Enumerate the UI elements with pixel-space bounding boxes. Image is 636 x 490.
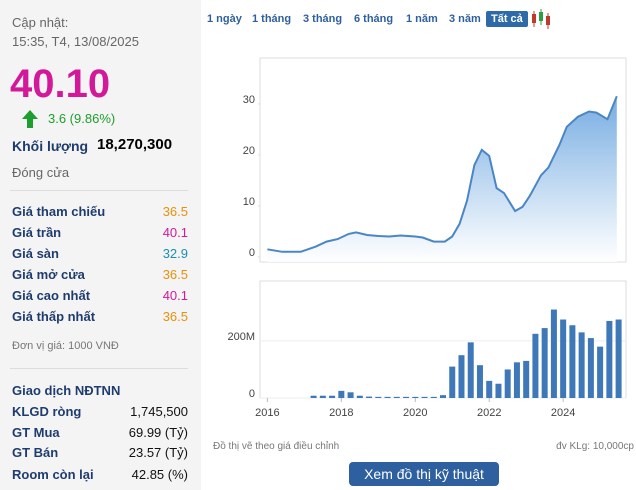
price-value: 36.5 <box>162 204 188 219</box>
foreign-value: 69.99 (Tỷ) <box>128 425 188 440</box>
candle-icon[interactable] <box>530 8 552 30</box>
technical-chart-button[interactable]: Xem đồ thị kỹ thuật <box>349 462 499 486</box>
bar <box>384 396 391 398</box>
info-panel: Cập nhật: 15:35, T4, 13/08/2025 40.10 3.… <box>0 0 201 490</box>
x-tick-label: 2024 <box>551 407 575 419</box>
range-button[interactable]: Tất cả <box>486 11 528 27</box>
updated-label: Cập nhật: <box>12 15 69 30</box>
y-tick-label: 20 <box>243 145 255 157</box>
bar <box>560 319 567 398</box>
range-button[interactable]: 1 tháng <box>252 13 292 25</box>
volume: 18,270,300 <box>97 136 173 153</box>
separator <box>10 190 188 191</box>
price-value: 36.5 <box>162 267 188 282</box>
bar <box>440 395 446 398</box>
bar <box>403 396 410 398</box>
range-button[interactable]: 1 ngày <box>207 13 242 25</box>
bar <box>421 396 428 398</box>
range-button[interactable]: 1 năm <box>406 13 438 25</box>
footer-note: Đồ thị vẽ theo giá điều chỉnh <box>213 441 340 452</box>
bar <box>486 380 493 398</box>
bar <box>550 309 557 398</box>
updated-time: 15:35, T4, 13/08/2025 <box>12 34 139 49</box>
bar <box>569 325 576 398</box>
price-label: Giá trần <box>12 225 62 240</box>
price-value: 36.5 <box>162 309 188 324</box>
y-tick-label: 200M <box>227 331 255 343</box>
price-label: Giá cao nhất <box>12 288 91 303</box>
price-value: 32.9 <box>162 246 188 261</box>
bar <box>606 320 613 398</box>
y-tick-label: 30 <box>243 94 255 106</box>
bar <box>319 395 326 398</box>
bar <box>393 396 400 398</box>
bar <box>375 396 382 398</box>
x-tick-label: 2022 <box>477 407 501 419</box>
foreign-value: 23.57 (Tỷ) <box>128 445 188 460</box>
bar <box>476 365 483 398</box>
bar <box>504 369 511 398</box>
bar <box>467 342 474 398</box>
price-label: Giá thấp nhất <box>12 309 96 324</box>
line <box>267 95 618 253</box>
bar <box>310 395 317 398</box>
bar <box>541 328 548 398</box>
bar <box>523 360 530 398</box>
bar <box>338 390 345 398</box>
foreign-label: Room còn lại <box>12 467 94 482</box>
price-label: Giá mở cửa <box>12 267 85 282</box>
status: Đóng cửa <box>12 165 70 180</box>
bar <box>578 332 585 398</box>
bar <box>329 395 336 398</box>
area <box>267 96 617 262</box>
price-label: Giá sàn <box>12 246 59 261</box>
price-value: 40.1 <box>162 288 188 303</box>
bar <box>412 396 419 398</box>
price-value: 40.1 <box>162 225 188 240</box>
y-tick-label: 0 <box>249 388 255 400</box>
foreign-title: Giao dịch NĐTNN <box>12 383 121 398</box>
x-tick-label: 2018 <box>329 407 353 419</box>
separator <box>10 368 188 369</box>
foreign-value: 42.85 (%) <box>131 467 188 482</box>
bar <box>597 346 604 398</box>
x-tick-label: 2020 <box>403 407 427 419</box>
y-tick-label: 0 <box>249 247 255 259</box>
bar <box>347 392 354 398</box>
foreign-label: GT Bán <box>12 445 59 460</box>
volume-unit: đv KLg: 10,000cp <box>556 441 634 452</box>
bar <box>356 395 363 398</box>
bar <box>615 319 622 398</box>
bar <box>532 333 539 398</box>
foreign-label: KLGD ròng <box>12 404 82 419</box>
price: 40.10 <box>10 62 111 106</box>
charts: 0 10 20 30 0 200M 2016 2018 2020 2022 2024 <box>227 57 627 419</box>
bar <box>458 355 465 398</box>
bar <box>430 396 437 398</box>
unit-note: Đơn vị giá: 1000 VNĐ <box>12 340 119 352</box>
foreign-label: GT Mua <box>12 425 60 440</box>
y-tick-label: 10 <box>243 196 255 208</box>
bar <box>366 396 373 398</box>
bar <box>495 383 502 398</box>
bar <box>449 366 456 398</box>
bar <box>587 338 594 398</box>
price-change: 3.6 (9.86%) <box>48 111 116 126</box>
up-arrow <box>22 110 38 128</box>
bar <box>513 362 520 398</box>
volume-label: Khối lượng <box>12 138 89 154</box>
range-button[interactable]: 3 năm <box>449 13 481 25</box>
foreign-value: 1,745,500 <box>130 404 188 419</box>
price-label: Giá tham chiếu <box>12 204 106 219</box>
range-button[interactable]: 6 tháng <box>354 13 394 25</box>
x-tick-label: 2016 <box>255 407 279 419</box>
range-button[interactable]: 3 tháng <box>303 13 343 25</box>
